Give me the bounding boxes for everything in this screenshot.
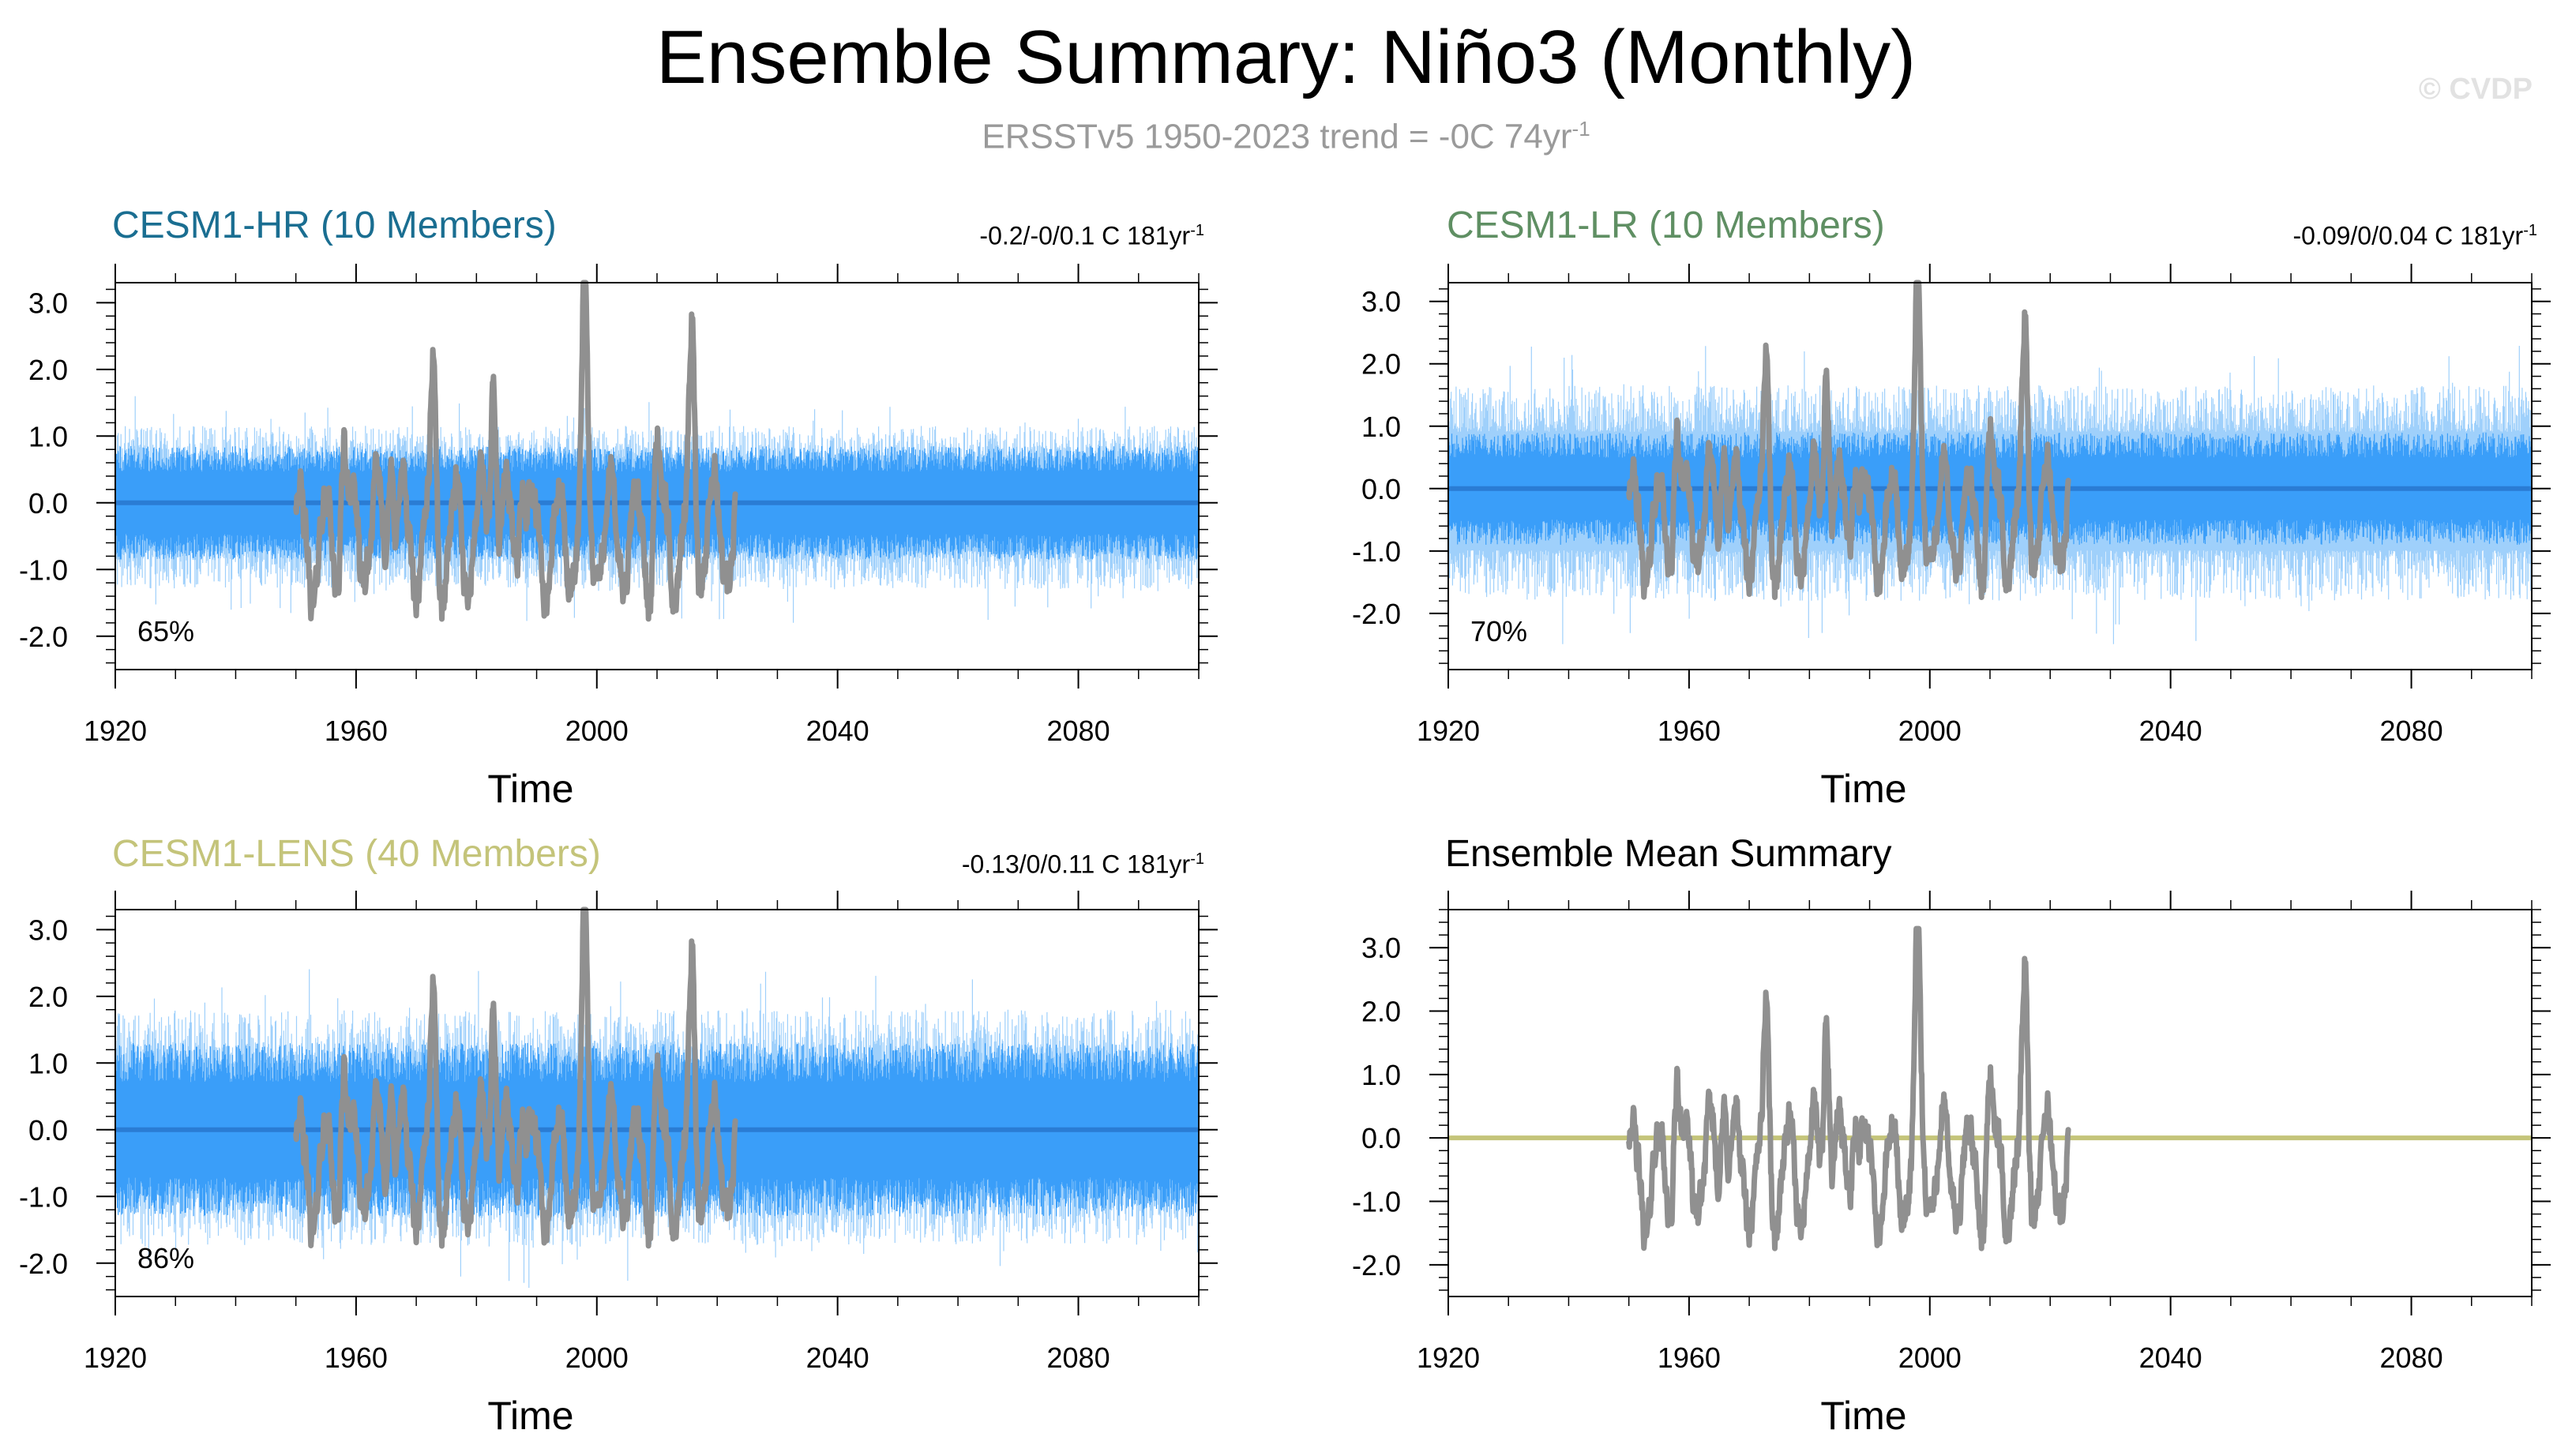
chart-panel-ensemble-mean-summary: -2.0 -1.0 0.0 1.0 2.0 3.0 1920 1960 2000 2040 2080… xyxy=(1352,891,2551,1438)
y-tick-label: 3.0 xyxy=(28,287,68,319)
x-axis-label: Time xyxy=(487,767,573,811)
percent-label: 70% xyxy=(1470,615,1527,647)
panel-title-ensemble-mean-summary: Ensemble Mean Summary xyxy=(1445,833,1892,875)
panel-title-cesm1-lr: CESM1-LR (10 Members) xyxy=(1447,205,1885,246)
y-tick-label: 1.0 xyxy=(28,420,68,452)
watermark: © CVDP xyxy=(2418,73,2533,106)
page-title: Ensemble Summary: Niño3 (Monthly) xyxy=(655,15,1917,99)
x-axis-label: Time xyxy=(487,1394,573,1438)
trend-text: -0.09/0/0.04 C 181yr xyxy=(2292,221,2524,250)
trend-text: -0.2/-0/0.1 C 181yr xyxy=(979,221,1191,250)
page-subtitle: ERSSTv5 1950-2023 trend = -0C 74yr-1 xyxy=(0,107,2572,159)
trend-label-cesm1-lr: -0.09/0/0.04 C 181yr-1 xyxy=(2292,215,2537,252)
x-tick-label: 1960 xyxy=(325,1342,388,1374)
y-tick-label: 2.0 xyxy=(28,354,68,386)
y-tick-label: 2.0 xyxy=(1361,996,1401,1028)
x-tick-label: 2080 xyxy=(2380,715,2443,747)
y-tick-label: -1.0 xyxy=(19,1180,68,1213)
x-tick-label: 2080 xyxy=(2380,1342,2443,1374)
y-tick-label: -2.0 xyxy=(1352,598,1401,630)
chart-panel-cesm1-lens: -2.0 -1.0 0.0 1.0 2.0 3.0 1920 1960 2000 2040 2080… xyxy=(19,891,1218,1438)
chart-panel-cesm1-hr: -2.0 -1.0 0.0 1.0 2.0 3.0 1920 1960 2000 2040 2080… xyxy=(19,264,1218,811)
x-tick-label: 1960 xyxy=(1658,715,1721,747)
y-tick-label: 3.0 xyxy=(28,914,68,946)
y-tick-label: 1.0 xyxy=(1361,1059,1401,1091)
observations-line xyxy=(293,906,738,1249)
x-tick-label: 2080 xyxy=(1047,1342,1110,1374)
x-tick-label: 2040 xyxy=(806,715,869,747)
panel-title-cesm1-hr: CESM1-HR (10 Members) xyxy=(112,205,557,246)
trend-label-cesm1-lens: -0.13/0/0.11 C 181yr-1 xyxy=(962,843,1204,880)
x-tick-label: 2080 xyxy=(1047,715,1110,747)
x-axis-label: Time xyxy=(1820,1394,1906,1438)
y-tick-label: 2.0 xyxy=(1361,348,1401,381)
observations-line xyxy=(1626,280,2071,600)
y-tick-label: -1.0 xyxy=(1352,535,1401,568)
x-tick-label: 2000 xyxy=(1898,715,1962,747)
panel-title-cesm1-lens: CESM1-LENS (40 Members) xyxy=(112,833,601,875)
observations-line xyxy=(293,280,738,622)
x-tick-label: 2000 xyxy=(1898,1342,1962,1374)
x-tick-label: 1960 xyxy=(1658,1342,1721,1374)
y-tick-label: 2.0 xyxy=(28,981,68,1013)
y-tick-label: -2.0 xyxy=(1352,1249,1401,1282)
y-tick-label: -1.0 xyxy=(19,554,68,586)
x-tick-label: 2000 xyxy=(565,1342,629,1374)
x-axis-label: Time xyxy=(1820,767,1906,811)
x-tick-label: 1920 xyxy=(84,1342,147,1374)
x-tick-label: 1920 xyxy=(84,715,147,747)
percent-label: 65% xyxy=(137,615,194,647)
y-tick-label: 1.0 xyxy=(1361,411,1401,443)
x-tick-label: 2040 xyxy=(2139,715,2202,747)
x-tick-label: 1920 xyxy=(1417,1342,1480,1374)
chart-panel-cesm1-lr: -2.0 -1.0 0.0 1.0 2.0 3.0 1920 1960 2000 2040 2080… xyxy=(1352,264,2551,811)
y-tick-label: -2.0 xyxy=(19,621,68,653)
y-tick-label: 0.0 xyxy=(28,1114,68,1146)
x-tick-label: 2040 xyxy=(2139,1342,2202,1374)
x-tick-label: 1960 xyxy=(325,715,388,747)
y-tick-label: -1.0 xyxy=(1352,1186,1401,1218)
y-tick-label: 3.0 xyxy=(1361,932,1401,964)
trend-text: -0.13/0/0.11 C 181yr xyxy=(961,850,1191,879)
subtitle-superscript: -1 xyxy=(1571,117,1590,141)
x-tick-label: 2000 xyxy=(565,715,629,747)
y-tick-label: -2.0 xyxy=(19,1248,68,1280)
x-tick-label: 1920 xyxy=(1417,715,1480,747)
y-tick-label: 0.0 xyxy=(1361,473,1401,505)
x-tick-label: 2040 xyxy=(806,1342,869,1374)
percent-label: 86% xyxy=(137,1242,194,1274)
observations-line xyxy=(1626,925,2071,1251)
y-tick-label: 3.0 xyxy=(1361,286,1401,318)
trend-label-cesm1-hr: -0.2/-0/0.1 C 181yr-1 xyxy=(979,215,1204,252)
trend-superscript: -1 xyxy=(1190,850,1204,868)
y-tick-label: 1.0 xyxy=(28,1047,68,1079)
y-tick-label: 0.0 xyxy=(28,487,68,520)
y-tick-label: 0.0 xyxy=(1361,1122,1401,1154)
trend-superscript: -1 xyxy=(1190,222,1204,239)
trend-superscript: -1 xyxy=(2523,222,2537,239)
subtitle-text: ERSSTv5 1950-2023 trend = -0C 74yr xyxy=(982,117,1572,156)
